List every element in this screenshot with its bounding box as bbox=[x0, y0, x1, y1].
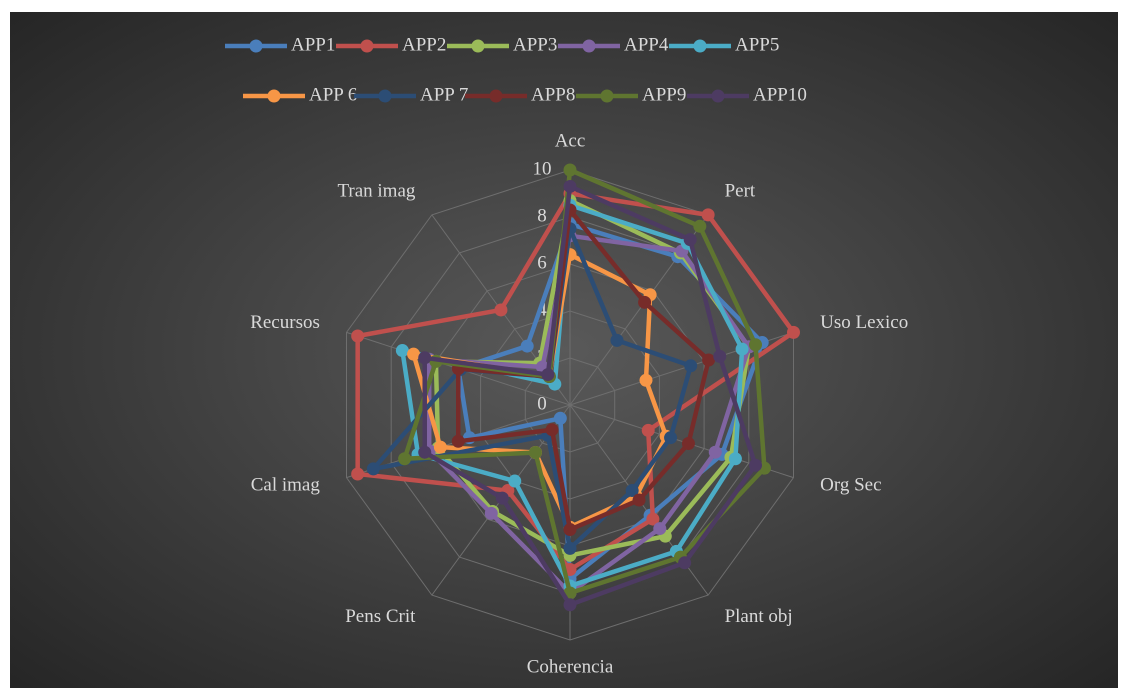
data-point bbox=[563, 541, 577, 555]
data-point bbox=[451, 434, 465, 448]
data-point bbox=[545, 423, 559, 437]
legend-marker bbox=[693, 39, 707, 53]
tick-label: 10 bbox=[533, 158, 552, 179]
data-point bbox=[632, 493, 646, 507]
data-point bbox=[563, 598, 577, 612]
data-point bbox=[702, 353, 716, 367]
data-point bbox=[528, 446, 542, 460]
data-point bbox=[563, 179, 577, 193]
data-point bbox=[684, 359, 698, 373]
data-point bbox=[639, 373, 653, 387]
data-point bbox=[749, 338, 763, 352]
data-point bbox=[681, 436, 695, 450]
data-point bbox=[693, 219, 707, 233]
data-point bbox=[653, 522, 667, 536]
legend-marker bbox=[267, 89, 281, 103]
legend-marker bbox=[249, 39, 263, 53]
data-point bbox=[701, 208, 715, 222]
axis-label: Tran imag bbox=[337, 181, 415, 202]
data-point bbox=[351, 467, 365, 481]
data-point bbox=[484, 506, 498, 520]
data-point bbox=[625, 484, 639, 498]
data-point bbox=[398, 452, 412, 466]
legend-label: APP 6 bbox=[309, 84, 357, 105]
tick-label: 6 bbox=[537, 252, 547, 273]
data-point bbox=[610, 333, 624, 347]
axis-label: Plant obj bbox=[725, 606, 793, 627]
data-point bbox=[728, 452, 742, 466]
data-point bbox=[494, 303, 508, 317]
axis-label: Uso Lexico bbox=[820, 312, 908, 333]
axis-label: Cal imag bbox=[251, 475, 321, 496]
legend-marker bbox=[711, 89, 725, 103]
data-point bbox=[786, 325, 800, 339]
legend-label: APP2 bbox=[402, 34, 446, 55]
axis-label: Org Sec bbox=[820, 475, 881, 496]
legend-label: APP3 bbox=[513, 34, 557, 55]
axis-label: Coherencia bbox=[527, 656, 614, 677]
legend-marker bbox=[600, 89, 614, 103]
legend-label: APP9 bbox=[642, 84, 686, 105]
legend-marker bbox=[360, 39, 374, 53]
data-point bbox=[664, 431, 678, 445]
data-point bbox=[646, 512, 660, 526]
data-point bbox=[495, 491, 509, 505]
legend-label: APP5 bbox=[735, 34, 779, 55]
axis-label: Acc bbox=[555, 130, 586, 151]
data-point bbox=[553, 411, 567, 425]
data-point bbox=[520, 339, 534, 353]
legend-label: APP 7 bbox=[420, 84, 468, 105]
data-point bbox=[351, 329, 365, 343]
data-point bbox=[366, 462, 380, 476]
data-point bbox=[638, 295, 652, 309]
data-point bbox=[641, 423, 655, 437]
legend-marker bbox=[489, 89, 503, 103]
data-point bbox=[678, 556, 692, 570]
data-point bbox=[563, 163, 577, 177]
data-point bbox=[749, 458, 763, 472]
legend-label: APP8 bbox=[531, 84, 575, 105]
data-point bbox=[735, 342, 749, 356]
legend-marker bbox=[582, 39, 596, 53]
legend-label: APP4 bbox=[624, 34, 669, 55]
data-point bbox=[541, 368, 555, 382]
legend-label: APP10 bbox=[753, 84, 807, 105]
data-point bbox=[418, 351, 432, 365]
axis-label: Pens Crit bbox=[345, 606, 416, 627]
legend-marker bbox=[471, 39, 485, 53]
axis-label: Pert bbox=[725, 181, 756, 202]
tick-label: 0 bbox=[537, 393, 547, 414]
legend-marker bbox=[378, 89, 392, 103]
data-point bbox=[508, 474, 522, 488]
data-point bbox=[433, 440, 447, 454]
axis-label: Recursos bbox=[250, 312, 320, 333]
tick-label: 8 bbox=[537, 205, 547, 226]
legend-label: APP1 bbox=[291, 34, 335, 55]
data-point bbox=[407, 347, 421, 361]
data-point bbox=[563, 523, 577, 537]
data-point bbox=[418, 445, 432, 459]
data-point bbox=[683, 233, 697, 247]
data-point bbox=[708, 445, 722, 459]
data-point bbox=[395, 344, 409, 358]
data-point bbox=[713, 349, 727, 363]
